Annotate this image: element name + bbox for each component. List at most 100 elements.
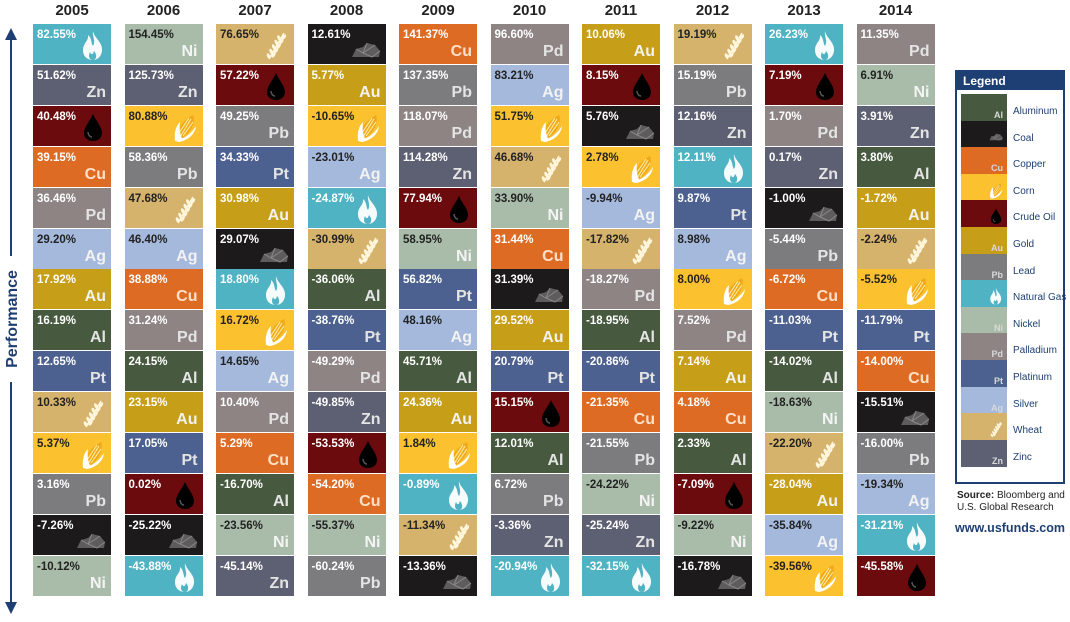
cell-2013-ni: -18.63% Ni xyxy=(765,392,843,433)
cell-symbol: Ag xyxy=(725,247,747,265)
legend-swatch xyxy=(961,280,1007,308)
wheat-icon xyxy=(632,237,653,264)
legend-item-aluminum: Al Aluminum xyxy=(961,94,1065,121)
cell-value: 5.37% xyxy=(37,438,70,450)
cell-symbol: Au xyxy=(633,43,655,60)
cell-value: -3.36% xyxy=(494,519,531,532)
cell-symbol: Ag xyxy=(450,329,472,347)
cell-symbol: Pd xyxy=(268,411,289,429)
oil-drop-icon xyxy=(175,481,194,509)
cell-value: 47.68% xyxy=(128,192,168,205)
cell-symbol: Pb xyxy=(543,492,564,510)
cell-value: 24.36% xyxy=(403,397,443,410)
cell-symbol: Ag xyxy=(84,247,106,265)
cell-symbol: Au xyxy=(267,206,289,224)
cell-value: -49.85% xyxy=(311,397,355,410)
cell-2012-pt: 9.87% Pt xyxy=(673,187,752,228)
cell-2007-coal: 29.07% xyxy=(216,228,294,269)
cell-symbol: Ni xyxy=(913,83,930,101)
cell-2005-au: 17.92% Au xyxy=(33,269,111,310)
wheat-icon xyxy=(907,237,927,264)
coal-icon xyxy=(989,133,1003,141)
cell-symbol: Al xyxy=(730,452,747,469)
cell-symbol: Cu xyxy=(816,288,838,306)
cell-symbol: Zn xyxy=(909,124,930,142)
cell-2007-zn: -45.14% Zn xyxy=(216,555,294,596)
cell-2008-cu: -54.20% Cu xyxy=(307,473,386,514)
cell-value: -15.51% xyxy=(860,397,904,410)
cell-value: 46.40% xyxy=(128,233,168,246)
cell-symbol: Pd xyxy=(177,329,198,347)
coal-icon xyxy=(717,574,746,590)
legend-item-gold: Au Gold xyxy=(961,227,1065,254)
cell-value: -60.24% xyxy=(311,560,355,573)
cell-symbol: Pb xyxy=(634,452,655,469)
cell-value: -16.70% xyxy=(220,478,263,491)
legend-label: Lead xyxy=(1013,265,1036,277)
cell-value: 10.06% xyxy=(586,29,626,41)
cell-value: 36.46% xyxy=(37,192,77,205)
cell-2012-corn: 8.00% xyxy=(673,269,752,310)
cell-2009-oil: 77.94% xyxy=(399,187,477,228)
cell-2014-ni: 6.91% Ni xyxy=(856,64,935,105)
cell-value: -10.12% xyxy=(37,560,80,573)
oil-drop-icon xyxy=(358,441,377,468)
cell-2008-pt: -38.76% Pt xyxy=(307,310,386,351)
cell-2006-wheat: 47.68% xyxy=(124,187,203,228)
cell-symbol: Pb xyxy=(909,452,930,469)
legend-swatch xyxy=(961,413,1007,441)
cell-symbol: Zn xyxy=(360,411,381,429)
cell-symbol: Zn xyxy=(818,165,838,183)
cell-2010-zn: -3.36% Zn xyxy=(490,514,569,555)
cell-value: -9.94% xyxy=(586,192,623,205)
cell-symbol: Pd xyxy=(634,288,655,306)
cell-value: -11.03% xyxy=(769,315,812,328)
cell-symbol: Al xyxy=(639,329,655,347)
year-header-2012: 2012 xyxy=(695,2,730,19)
cell-2014-al: 3.80% Al xyxy=(856,146,935,187)
cell-2009-cu: 141.37% Cu xyxy=(399,24,477,64)
cell-2007-au: 30.98% Au xyxy=(216,187,294,228)
cell-2010-pd: 96.60% Pd xyxy=(490,24,569,64)
cell-2008-oil: -53.53% xyxy=(307,433,386,473)
cell-symbol: Cu xyxy=(908,370,930,388)
cell-value: 18.80% xyxy=(220,274,260,287)
cell-value: -5.52% xyxy=(860,274,897,287)
coal-icon xyxy=(77,533,106,549)
cell-symbol: Au xyxy=(176,411,198,429)
cell-value: 3.16% xyxy=(37,478,70,491)
cell-value: 96.60% xyxy=(494,29,534,41)
cell-2009-coal: -13.36% xyxy=(399,555,477,596)
cell-2006-coal: -25.22% xyxy=(124,514,203,555)
legend-label: Crude Oil xyxy=(1013,212,1056,224)
cell-value: 29.20% xyxy=(37,233,77,246)
cell-2010-pb: 6.72% Pb xyxy=(490,473,569,514)
wheat-icon xyxy=(449,523,470,551)
coal-icon xyxy=(260,247,289,263)
cell-value: 15.15% xyxy=(494,397,534,410)
corn-icon xyxy=(174,114,196,142)
cell-value: -31.21% xyxy=(860,519,904,532)
cell-value: 7.14% xyxy=(677,356,711,369)
cell-symbol: Au xyxy=(84,288,106,306)
cell-symbol: Pb xyxy=(268,124,289,142)
cell-2005-wheat: 10.33% xyxy=(33,392,111,433)
cell-2012-oil: -7.09% xyxy=(673,473,752,514)
cell-2014-oil: -45.58% xyxy=(856,555,935,596)
cell-symbol: Au xyxy=(908,206,930,224)
cell-value: 83.21% xyxy=(494,69,534,82)
source-note: Source: Bloomberg and U.S. Global Resear… xyxy=(957,490,1069,514)
cell-value: -16.00% xyxy=(860,438,904,450)
legend-label: Corn xyxy=(1013,185,1035,197)
cell-2005-gas: 82.55% xyxy=(33,24,111,64)
cell-2012-au: 7.14% Au xyxy=(673,351,752,392)
cell-symbol: Pb xyxy=(360,574,381,592)
cell-symbol: Zn xyxy=(452,165,472,183)
cell-2014-zn: 3.91% Zn xyxy=(856,105,935,146)
cell-symbol: Pt xyxy=(456,288,472,306)
cell-value: 48.16% xyxy=(403,315,443,328)
website-link[interactable]: www.usfunds.com xyxy=(955,521,1065,535)
cell-symbol: Cu xyxy=(542,247,564,265)
cell-value: 16.19% xyxy=(37,315,77,328)
legend-label: Wheat xyxy=(1013,425,1042,437)
